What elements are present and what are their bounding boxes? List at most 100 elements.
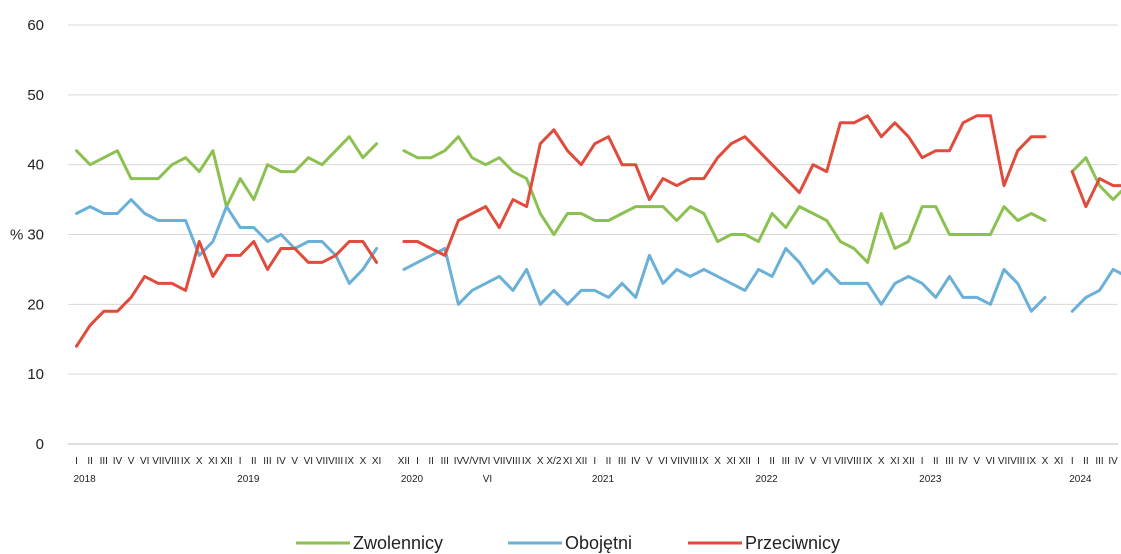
y-axis-label: % — [10, 227, 23, 244]
series-line-segment — [1070, 170, 1121, 209]
x-tick-label: VIII — [164, 456, 179, 467]
x-year-label: 2020 — [401, 474, 424, 485]
series-line-segment — [402, 114, 1047, 257]
gridlines — [68, 24, 1118, 445]
x-tick-label: VII — [998, 456, 1010, 467]
series-przeciwnicy — [75, 114, 1121, 348]
x-tick-label: IV — [631, 456, 641, 467]
x-tick-label: III — [100, 456, 108, 467]
x-tick-label: VIII — [328, 456, 343, 467]
x-tick-label: X/2 — [546, 456, 561, 467]
x-tick-label: XI — [1054, 456, 1063, 467]
x-tick-label: III — [782, 456, 790, 467]
x-tick-label: V — [291, 456, 298, 467]
x-tick-label: VII — [316, 456, 328, 467]
series-line-segment — [402, 135, 1047, 264]
x-tick-label: X — [360, 456, 367, 467]
x-tick-label: VI — [986, 456, 995, 467]
x-year-label: 2019 — [237, 474, 260, 485]
x-tick-label: VI — [140, 456, 149, 467]
x-tick-label: VII — [671, 456, 683, 467]
x-tick-label: I — [239, 456, 242, 467]
legend: Zwolennicy Obojętni Przeciwnicy — [296, 533, 840, 553]
x-year-label: 2023 — [919, 474, 942, 485]
x-tick-label: VII — [493, 456, 505, 467]
x-tick-label: I — [1071, 456, 1074, 467]
x-tick-label: XI — [726, 456, 735, 467]
x-tick-label: II — [769, 456, 775, 467]
x-tick-label: X — [714, 456, 721, 467]
x-tick-label: IX — [181, 456, 191, 467]
x-tick-label: I — [921, 456, 924, 467]
series-line-segment — [1070, 156, 1121, 202]
series-lines — [75, 114, 1121, 348]
x-tick-label: I — [757, 456, 760, 467]
legend-label: Przeciwnicy — [745, 533, 840, 553]
x-tick-label: II — [1083, 456, 1089, 467]
x-tick-label: III — [441, 456, 449, 467]
x-tick-label: XII — [575, 456, 587, 467]
x-tick-label: VI — [822, 456, 831, 467]
x-tick-label: X — [878, 456, 885, 467]
x-tick-label: VIII — [846, 456, 861, 467]
x-tick-label: XII — [398, 456, 410, 467]
x-tick-label: IV — [958, 456, 968, 467]
x-tick-label: II — [428, 456, 434, 467]
x-tick-label: XII — [220, 456, 232, 467]
series-zwolennicy — [75, 135, 1121, 264]
x-tick-label: V — [128, 456, 135, 467]
y-tick-label: 60 — [27, 17, 44, 34]
series-line-segment — [75, 135, 379, 209]
series-line-segment — [402, 247, 1047, 313]
x-tick-label: III — [945, 456, 953, 467]
y-axis-ticks: 0 10 20 30 40 50 60 — [27, 17, 44, 453]
x-year-label: 2022 — [756, 474, 779, 485]
x-tick-label: IX — [522, 456, 532, 467]
series-obojętni — [75, 198, 1121, 313]
x-tick-label: XI — [890, 456, 899, 467]
x-tick-label: VIII — [683, 456, 698, 467]
x-tick-label: XI — [563, 456, 572, 467]
y-tick-label: 0 — [36, 436, 44, 453]
x-axis-ticks: I II III IV V VI VII VIII IX X XI XII I II III IV V VI VII… — [75, 456, 1118, 467]
y-tick-label: 40 — [27, 157, 44, 174]
x-tick-label: X — [1042, 456, 1049, 467]
x-tick-label: III — [618, 456, 626, 467]
x-tick-label: II — [251, 456, 257, 467]
x-tick-label: VI — [481, 456, 490, 467]
x-tick-label: V — [646, 456, 653, 467]
x-tick-label: I — [75, 456, 78, 467]
x-tick-label: I — [593, 456, 596, 467]
x-tick-label: XII — [739, 456, 751, 467]
x-tick-label: XI — [208, 456, 217, 467]
x-tick-label: IX — [1027, 456, 1037, 467]
x-tick-label: II — [933, 456, 939, 467]
x-tick-label: IV — [795, 456, 805, 467]
y-tick-label: 20 — [27, 296, 44, 313]
x-tick-label: II — [87, 456, 93, 467]
x-tick-label: V — [973, 456, 980, 467]
x-tick-label: IV — [276, 456, 286, 467]
series-line-segment — [75, 240, 379, 348]
x-tick-label: IX — [345, 456, 355, 467]
x-year-label: 2018 — [74, 474, 97, 485]
x-year-label: VI — [483, 474, 492, 485]
x-tick-label: XI — [372, 456, 381, 467]
x-tick-label: VII — [152, 456, 164, 467]
series-line-segment — [1070, 267, 1121, 313]
x-tick-label: VIII — [505, 456, 520, 467]
x-tick-label: IX — [699, 456, 709, 467]
x-tick-label: IX — [863, 456, 873, 467]
series-line-segment — [75, 198, 379, 285]
x-axis-year-labels: 2018 2019 2020 VI 2021 2022 2023 2024 — [74, 474, 1092, 485]
x-tick-label: I — [416, 456, 419, 467]
x-tick-label: VII — [834, 456, 846, 467]
x-tick-label: IV — [1108, 456, 1118, 467]
x-year-label: 2024 — [1069, 474, 1092, 485]
y-tick-label: 10 — [27, 366, 44, 383]
x-tick-label: V — [810, 456, 817, 467]
x-year-label: 2021 — [592, 474, 615, 485]
x-tick-label: XII — [902, 456, 914, 467]
x-tick-label: X — [196, 456, 203, 467]
